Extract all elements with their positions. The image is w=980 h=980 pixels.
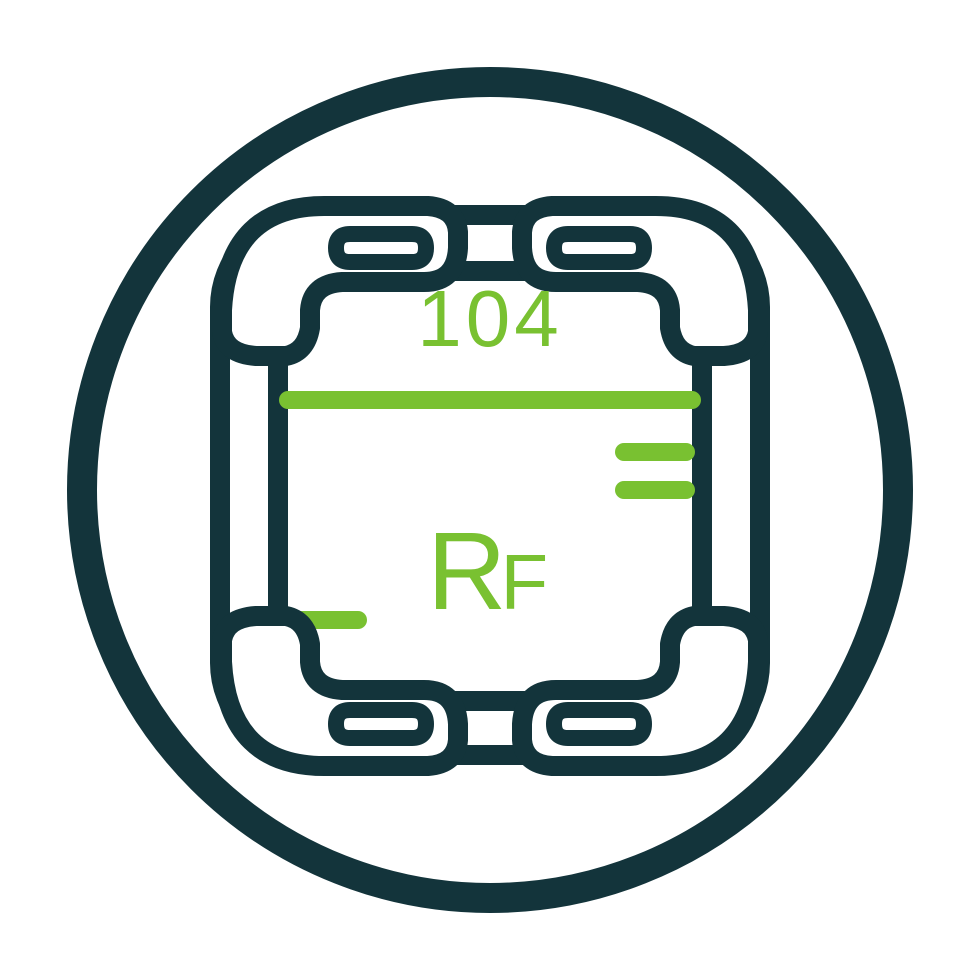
symbol-sub: F bbox=[500, 537, 548, 628]
symbol-main: R bbox=[427, 508, 506, 635]
atomic-number: 104 bbox=[417, 273, 562, 365]
element-tile-icon: 104 RF bbox=[0, 0, 980, 980]
element-symbol: RF bbox=[427, 508, 548, 635]
